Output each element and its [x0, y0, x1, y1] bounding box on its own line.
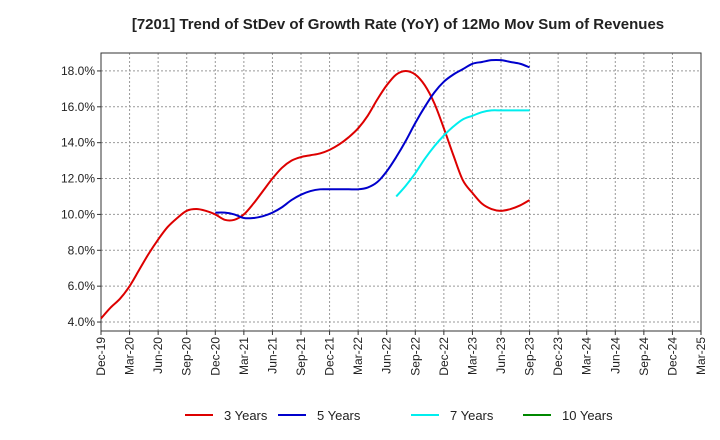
x-tick-label: Jun-24: [608, 337, 622, 374]
x-tick-label: Sep-20: [180, 337, 194, 376]
x-tick-label: Mar-22: [351, 337, 365, 375]
series-line-5-years: [215, 58, 530, 220]
x-tick-label: Mar-23: [465, 337, 479, 375]
y-tick-label: 8.0%: [68, 243, 96, 257]
y-tick-label: 18.0%: [61, 64, 95, 78]
x-tick-label: Dec-21: [323, 337, 337, 376]
y-axis: 4.0% 6.0% 8.0% 10.0% 12.0% 14.0% 16.0% 18.0%: [61, 64, 101, 329]
x-tick-label: Mar-21: [237, 337, 251, 375]
x-tick-label: Dec-20: [208, 337, 222, 376]
x-tick-label: Sep-22: [408, 337, 422, 376]
x-tick-label: Jun-20: [151, 337, 165, 374]
legend-label-10-years: 10 Years: [562, 408, 613, 423]
x-tick-label: Jun-22: [380, 337, 394, 374]
y-tick-label: 14.0%: [61, 136, 95, 150]
plot-area-frame: [100, 52, 702, 332]
x-axis: Dec-19 Mar-20 Jun-20 Sep-20 Dec-20 Mar-21 Jun-…: [94, 331, 708, 376]
y-tick-label: 16.0%: [61, 100, 95, 114]
y-tick-label: 12.0%: [61, 172, 95, 186]
x-tick-label: Sep-21: [294, 337, 308, 376]
x-tick-label: Dec-23: [551, 337, 565, 376]
legend-label-3-years: 3 Years: [224, 408, 268, 423]
x-tick-label: Sep-24: [637, 337, 651, 376]
series-line-3-years: [100, 69, 531, 320]
legend: 3 Years 5 Years 7 Years 10 Years: [185, 408, 613, 423]
chart-title: [7201] Trend of StDev of Growth Rate (Yo…: [132, 16, 664, 33]
x-tick-label: Dec-24: [665, 337, 679, 376]
y-tick-label: 4.0%: [68, 315, 96, 329]
x-tick-label: Dec-19: [94, 337, 108, 376]
x-tick-label: Sep-23: [523, 337, 537, 376]
series-group: [100, 58, 531, 320]
legend-label-7-years: 7 Years: [450, 408, 494, 423]
x-tick-label: Dec-22: [437, 337, 451, 376]
legend-label-5-years: 5 Years: [317, 408, 361, 423]
x-tick-label: Jun-23: [494, 337, 508, 374]
series-line-7-years: [395, 109, 530, 198]
y-tick-label: 6.0%: [68, 279, 96, 293]
grid: [101, 53, 701, 331]
x-tick-label: Mar-24: [580, 337, 594, 375]
x-tick-label: Jun-21: [265, 337, 279, 374]
y-tick-label: 10.0%: [61, 207, 95, 221]
x-tick-label: Mar-20: [123, 337, 137, 375]
x-tick-label: Mar-25: [694, 337, 708, 375]
